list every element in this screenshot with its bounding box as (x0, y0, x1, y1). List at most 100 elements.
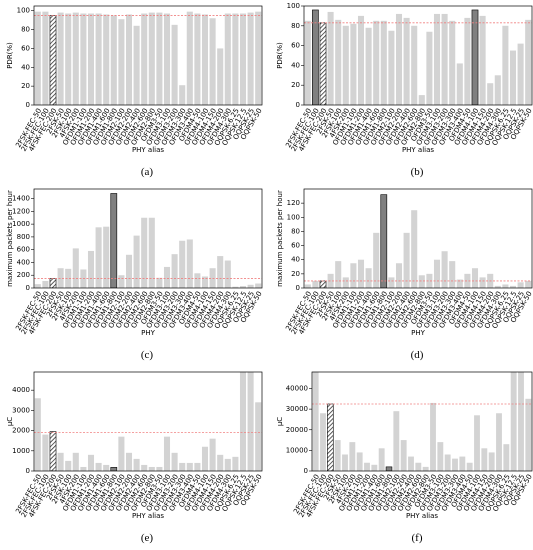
bar (525, 19, 532, 105)
bar (156, 277, 163, 288)
bar (80, 466, 87, 471)
bar (118, 275, 125, 288)
bar (449, 261, 456, 288)
bar (517, 43, 524, 105)
bar (509, 285, 517, 288)
bar (400, 440, 407, 471)
bar (80, 13, 87, 105)
bar (395, 263, 403, 288)
bar (171, 24, 178, 105)
y-tick-label: 3000 (12, 406, 30, 414)
bar (179, 85, 186, 105)
bar (403, 17, 410, 105)
bar (487, 83, 494, 105)
bar (426, 31, 433, 105)
bar (194, 462, 201, 471)
bar (87, 13, 95, 105)
bar (141, 464, 148, 471)
bar (452, 458, 458, 471)
bar (247, 284, 254, 288)
bar (42, 11, 49, 105)
y-tick-label: 100 (287, 213, 300, 221)
y-tick-label: 2000 (12, 427, 30, 435)
bar (65, 13, 72, 105)
y-tick-label: 1400 (12, 195, 30, 203)
bar (479, 15, 486, 105)
bar (148, 466, 155, 471)
panel-label: (e) (141, 532, 154, 544)
bar (255, 283, 262, 288)
bar (373, 232, 380, 288)
bar (471, 9, 479, 105)
axes-frame (33, 5, 263, 106)
bar (494, 75, 501, 105)
bar (479, 277, 486, 288)
bar (365, 27, 372, 105)
bar (433, 13, 441, 105)
bar (133, 235, 140, 288)
plot-area (34, 11, 262, 105)
x-axis-label: PHY alias (132, 146, 164, 154)
bar (125, 14, 133, 105)
bar (474, 415, 480, 471)
bar (380, 194, 388, 288)
bar (312, 9, 319, 105)
bar (95, 13, 102, 105)
bar (422, 466, 429, 471)
bar (502, 25, 509, 105)
y-tick-label: 40 (291, 256, 300, 264)
bar (327, 273, 334, 288)
bar (186, 11, 193, 105)
bar (171, 452, 178, 471)
bar (388, 30, 395, 105)
y-tick-label: 0 (296, 284, 300, 292)
y-tick-label: 1000 (12, 220, 30, 228)
bar (239, 13, 247, 105)
bar (201, 14, 209, 105)
bar (388, 277, 395, 288)
bar (380, 20, 387, 105)
y-tick-label: 10000 (286, 446, 308, 454)
bar (255, 402, 262, 471)
bar (312, 372, 319, 471)
bar (49, 278, 57, 288)
bar (118, 19, 125, 105)
y-axis-label: μC (6, 417, 14, 426)
bar (224, 458, 231, 471)
y-tick-label: 20 (21, 82, 30, 90)
bar (239, 372, 247, 471)
axes-frame (303, 188, 533, 289)
bar (496, 413, 502, 471)
y-tick-label: 0 (296, 101, 300, 109)
bar (163, 13, 171, 105)
bar (518, 372, 524, 471)
bar (393, 411, 400, 471)
bar (186, 462, 193, 471)
y-tick-label: 0 (26, 284, 30, 292)
x-axis-label: PHY (141, 329, 155, 337)
y-tick-label: 60 (21, 44, 30, 52)
bar (365, 268, 372, 288)
bar (42, 280, 49, 288)
bar (224, 260, 231, 288)
x-axis-label: PHY alias (402, 146, 434, 154)
bar (502, 284, 509, 288)
bar (335, 19, 342, 105)
bar (133, 458, 140, 471)
y-tick-label: 400 (17, 258, 30, 266)
bar (441, 251, 448, 288)
bar (247, 372, 254, 471)
bar (357, 259, 365, 288)
bar (217, 454, 224, 471)
bar (232, 456, 239, 471)
plot-area (304, 9, 532, 105)
bar (224, 13, 231, 105)
y-tick-label: 20 (291, 81, 300, 89)
x-axis-label: PHY (411, 329, 425, 337)
bar (49, 431, 57, 471)
bar (163, 266, 171, 288)
bar (494, 285, 501, 288)
bar (433, 259, 441, 288)
bar (42, 434, 49, 471)
